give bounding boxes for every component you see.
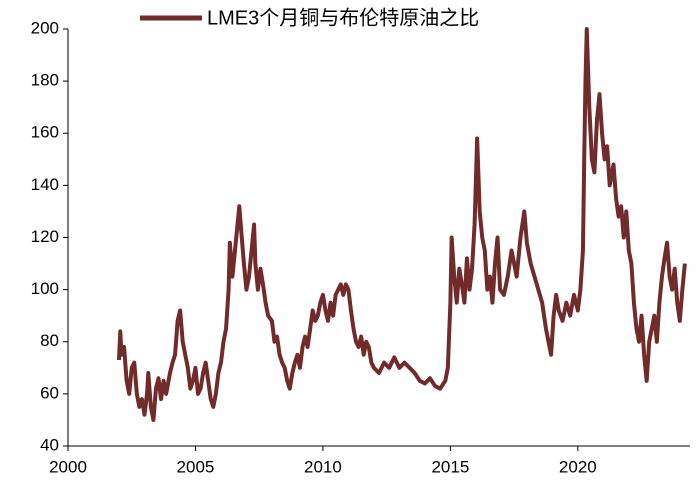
x-tick-label: 2005	[177, 457, 215, 476]
y-tick-label: 180	[31, 71, 59, 90]
x-tick-label: 2000	[49, 457, 87, 476]
y-tick-label: 80	[40, 331, 59, 350]
y-tick-label: 140	[31, 175, 59, 194]
y-tick-label: 60	[40, 383, 59, 402]
data-line	[116, 27, 687, 422]
y-tick-label: 40	[40, 435, 59, 454]
y-tick-label: 100	[31, 279, 59, 298]
x-tick-label: 2015	[431, 457, 469, 476]
y-tick-label: 160	[31, 123, 59, 142]
y-tick-label: 200	[31, 18, 59, 37]
legend-text: LME3个月铜与布伦特原油之比	[207, 6, 479, 29]
y-tick-label: 120	[31, 227, 59, 246]
x-tick-label: 2020	[559, 457, 597, 476]
x-tick-label: 2010	[304, 457, 342, 476]
